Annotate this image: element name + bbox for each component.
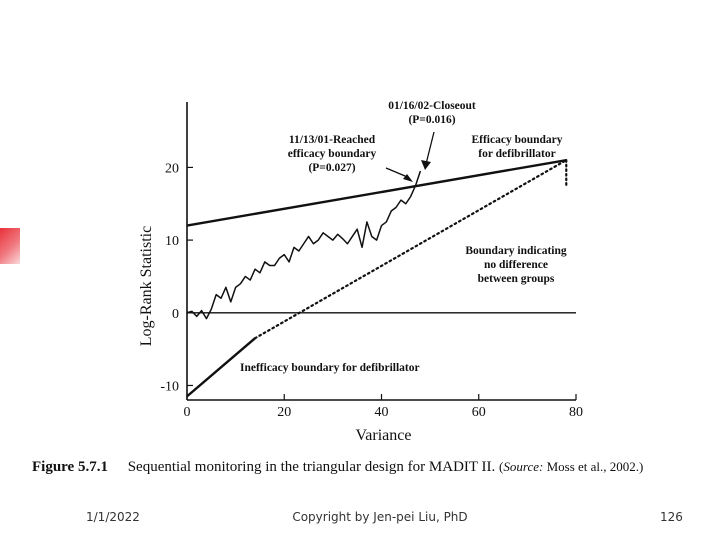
figure-source: (Source: Moss et al., 2002.) [499,459,644,474]
efficacy-boundary-label: Efficacy boundary for defibrillator [471,134,562,160]
y-tick-label: 20 [165,161,179,176]
inefficacy-boundary-solid [186,337,256,398]
reached-arrow-head [403,174,413,182]
closeout-annotation-line: 01/16/02-Closeout [388,100,476,112]
inefficacy-boundary-dotted [253,159,568,340]
footer-page-number: 126 [660,510,683,524]
closeout-annotation-line: (P=0.016) [408,114,455,126]
y-axis-title: Log-Rank Statistic [138,226,155,346]
footer-date: 1/1/2022 [86,510,140,524]
y-tick-label: 10 [165,234,179,249]
closeout-annotation: 01/16/02-Closeout (P=0.016) [388,100,476,126]
footer-copyright: Copyright by Jen-pei Liu, PhD [292,510,468,524]
log-rank-path [186,170,422,320]
reached-boundary-annotation-line: efficacy boundary [288,148,377,160]
x-tick-label: 80 [569,405,583,420]
reached-boundary-annotation-line: 11/13/01-Reached [289,134,376,146]
figure-caption: Figure 5.7.1 Sequential monitoring in th… [32,459,702,476]
reached-boundary-annotation-line: (P=0.027) [308,162,355,174]
closeout-arrow-shaft [425,131,435,165]
figure-label: Figure 5.7.1 [32,459,108,475]
x-axis-title: Variance [356,427,412,444]
efficacy-boundary-line [186,158,567,227]
x-tick-label: 20 [277,405,291,420]
slide-accent-mark [0,228,20,264]
x-tick-label: 40 [375,405,389,420]
no-difference-boundary-label-line: between groups [478,273,555,285]
no-difference-boundary-label: Boundary indicating no difference between … [465,245,567,285]
x-tick-label: 60 [472,405,486,420]
closeout-arrow-head [421,160,431,170]
y-tick-label: 0 [172,307,179,322]
inefficacy-boundary-label: Inefficacy boundary for defibrillator [240,362,420,374]
no-difference-boundary-label-line: no difference [484,259,548,271]
efficacy-boundary-label-line: Efficacy boundary [471,134,562,146]
reached-boundary-annotation: 11/13/01-Reached efficacy boundary (P=0.02… [288,134,377,174]
efficacy-boundary-label-line: for defibrillator [478,148,555,160]
inefficacy-boundary-label-line: Inefficacy boundary for defibrillator [240,362,420,374]
y-tick-label: -10 [160,379,179,394]
x-tick-label: 0 [184,405,191,420]
no-difference-boundary-label-line: Boundary indicating [465,245,567,257]
figure-caption-text: Sequential monitoring in the triangular … [127,459,496,475]
